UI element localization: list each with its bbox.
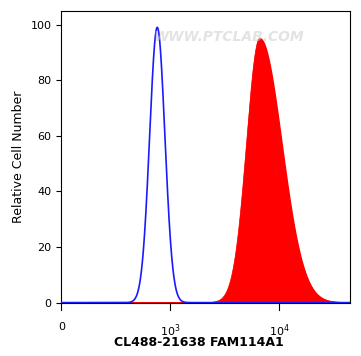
Text: CL488-21638 FAM114A1: CL488-21638 FAM114A1 xyxy=(114,336,283,349)
Text: 0: 0 xyxy=(58,322,65,332)
Text: WWW.PTCLAB.COM: WWW.PTCLAB.COM xyxy=(153,30,304,44)
Text: $10^3$: $10^3$ xyxy=(160,322,180,339)
Text: $10^4$: $10^4$ xyxy=(269,322,290,339)
Y-axis label: Relative Cell Number: Relative Cell Number xyxy=(12,90,25,223)
